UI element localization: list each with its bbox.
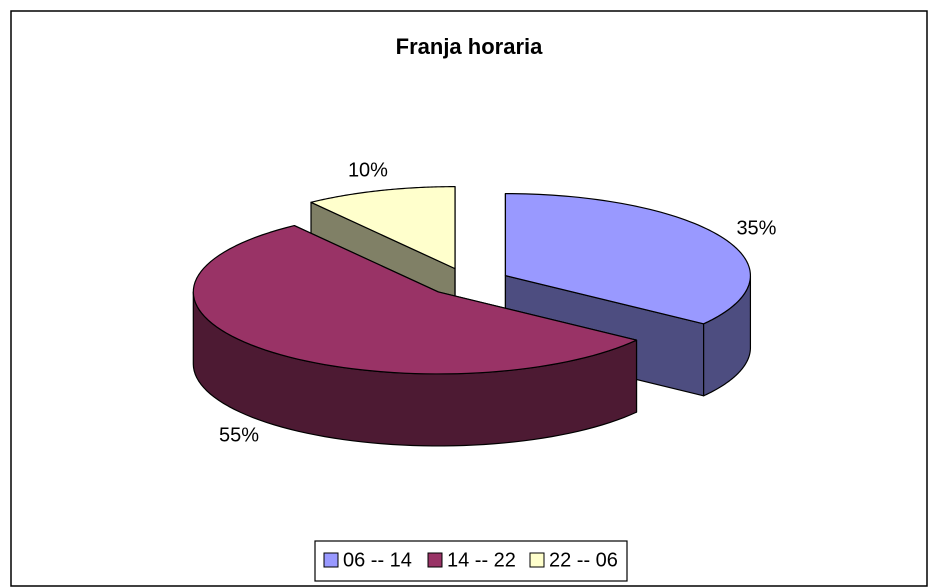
chart-border — [10, 10, 928, 587]
slice — [504, 193, 752, 325]
slice — [192, 225, 638, 375]
chart-title: Franja horaria — [396, 34, 543, 59]
slice — [310, 186, 456, 270]
legend-label: 14 -- 22 — [447, 549, 516, 571]
data-label: 55% — [219, 425, 259, 447]
legend-label: 22 -- 06 — [549, 549, 618, 571]
data-label: 35% — [736, 217, 776, 239]
legend-label: 06 -- 14 — [343, 549, 412, 571]
data-label: 10% — [348, 159, 388, 181]
legend-swatch — [323, 552, 339, 568]
legend-swatch — [427, 552, 443, 568]
legend-swatch — [529, 552, 545, 568]
legend-box — [314, 540, 628, 582]
